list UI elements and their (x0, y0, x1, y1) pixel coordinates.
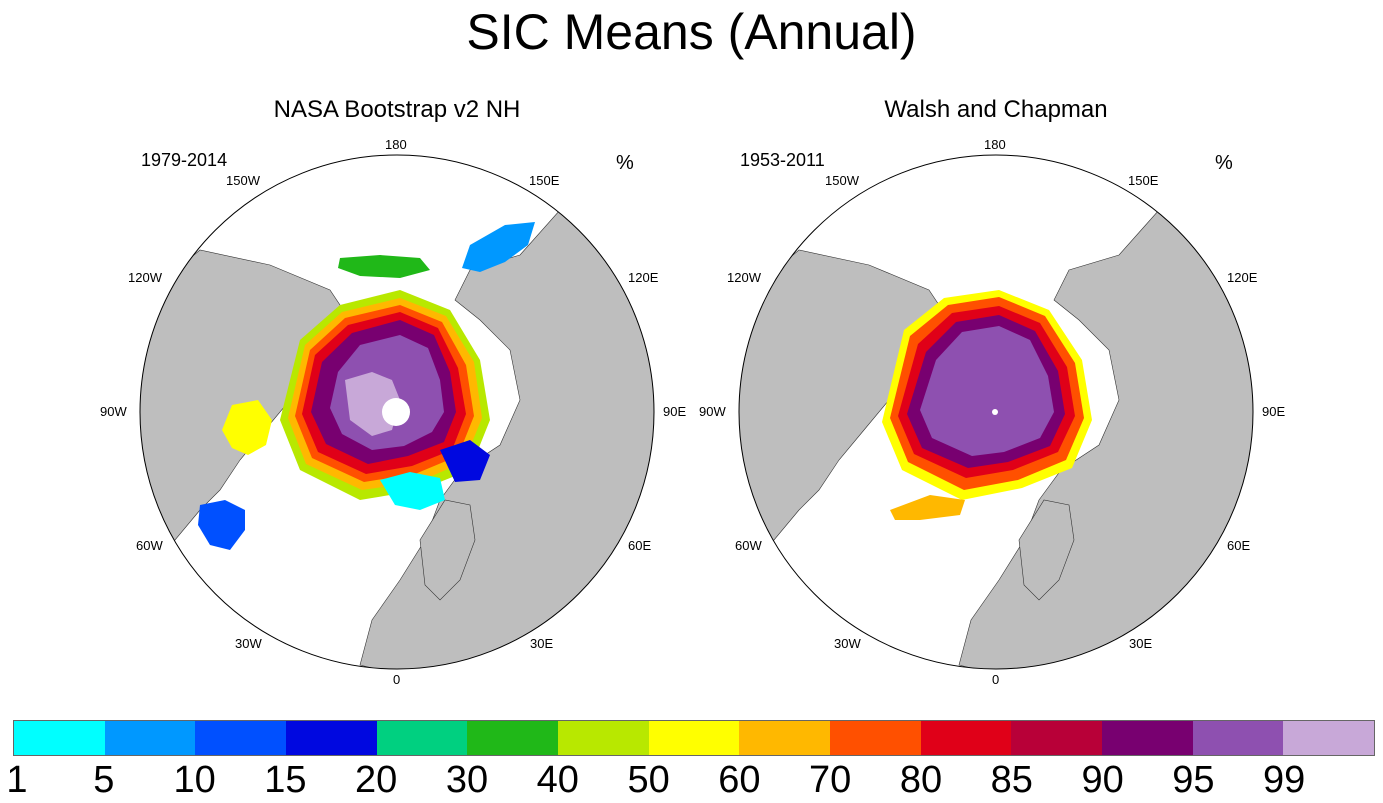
left-polar-map (139, 154, 655, 670)
left-pole-hole (382, 398, 410, 426)
right-lon-120e: 120E (1227, 270, 1258, 285)
figure-title: SIC Means (Annual) (466, 4, 917, 60)
maps-svg (139, 154, 1254, 670)
left-lon-30w: 30W (235, 636, 262, 651)
left-land-scandinavia (419, 499, 476, 601)
colorbar-tick-label: 50 (627, 759, 670, 801)
left-unit-label: % (616, 152, 634, 174)
colorbar-swatch (558, 721, 649, 755)
right-unit-label: % (1215, 152, 1233, 174)
colorbar-tick-label: 99 (1263, 759, 1306, 801)
left-ice-labrador (198, 500, 245, 550)
left-lon-180: 180 (385, 137, 407, 152)
colorbar-swatch (1192, 721, 1284, 755)
right-polar-map (738, 154, 1254, 670)
colorbar-tick-label: 95 (1172, 759, 1215, 801)
left-ice-barents (440, 440, 490, 482)
left-lon-30e: 30E (530, 636, 554, 651)
left-lon-150w: 150W (226, 173, 260, 188)
right-lon-90e: 90E (1262, 404, 1286, 419)
left-map-border (139, 154, 655, 670)
colorbar-swatch (1283, 721, 1375, 755)
colorbar-swatch (104, 721, 196, 755)
colorbar-swatch (286, 721, 377, 755)
left-ice-hudson-bay (222, 400, 272, 455)
colorbar-swatch (14, 721, 105, 755)
colorbar-swatch (1011, 721, 1103, 755)
colorbar-tick-label: 10 (173, 759, 216, 801)
right-map-border (738, 154, 1254, 670)
colorbar-tick-label: 5 (93, 759, 115, 801)
right-land-north-america (739, 249, 950, 561)
colorbar-tick-label: 60 (718, 759, 761, 801)
right-lon-150e: 150E (1128, 173, 1159, 188)
left-lon-60w: 60W (136, 538, 163, 553)
colorbar-tick-label: 80 (899, 759, 943, 801)
colorbar-tick-label: 40 (536, 759, 579, 801)
right-period-label: 1953-2011 (740, 150, 825, 170)
left-lon-90w: 90W (100, 404, 127, 419)
colorbar-tick-label: 30 (445, 759, 489, 801)
left-ice-bering (338, 255, 430, 278)
colorbar-tick-label: 1 (6, 759, 28, 801)
colorbar-swatch (830, 721, 921, 755)
left-lon-0: 0 (393, 672, 401, 687)
left-ice-okhotsk (462, 222, 535, 272)
colorbar-swatch (1102, 721, 1193, 755)
left-lon-150e: 150E (529, 173, 560, 188)
right-panel-title: Walsh and Chapman (884, 96, 1108, 123)
colorbar-tick-label: 70 (809, 759, 852, 801)
colorbar-swatch (376, 721, 468, 755)
right-lon-30w: 30W (834, 636, 861, 651)
right-pole-hole (992, 409, 998, 415)
right-lon-180: 180 (984, 137, 1006, 152)
colorbar-swatch (920, 721, 1012, 755)
colorbar-swatch (467, 721, 559, 755)
right-ice-band-95 (920, 326, 1054, 456)
right-ice-south-margin (890, 495, 965, 520)
right-lon-0: 0 (992, 672, 1000, 687)
colorbar-swatch (739, 721, 831, 755)
left-period-label: 1979-2014 (141, 150, 228, 170)
left-lon-120e: 120E (628, 270, 659, 285)
right-lon-60e: 60E (1227, 538, 1251, 553)
colorbar-swatch (648, 721, 740, 755)
colorbar-tick-label: 20 (355, 759, 398, 801)
right-lon-90w: 90W (699, 404, 726, 419)
colorbar-tick-label: 15 (264, 759, 307, 801)
colorbar-swatch (195, 721, 287, 755)
left-panel-title: NASA Bootstrap v2 NH (273, 96, 521, 123)
left-lon-120w: 120W (128, 270, 162, 285)
colorbar-tick-label: 90 (1081, 759, 1124, 801)
right-lon-30e: 30E (1129, 636, 1153, 651)
colorbar-tick-label: 85 (990, 759, 1033, 801)
left-lon-60e: 60E (628, 538, 652, 553)
right-lon-120w: 120W (727, 270, 761, 285)
right-lon-150w: 150W (825, 173, 859, 188)
right-land-scandinavia (1018, 499, 1075, 601)
left-lon-90e: 90E (663, 404, 687, 419)
right-lon-60w: 60W (735, 538, 762, 553)
colorbar (13, 720, 1375, 756)
left-ice-east-greenland (380, 472, 445, 510)
